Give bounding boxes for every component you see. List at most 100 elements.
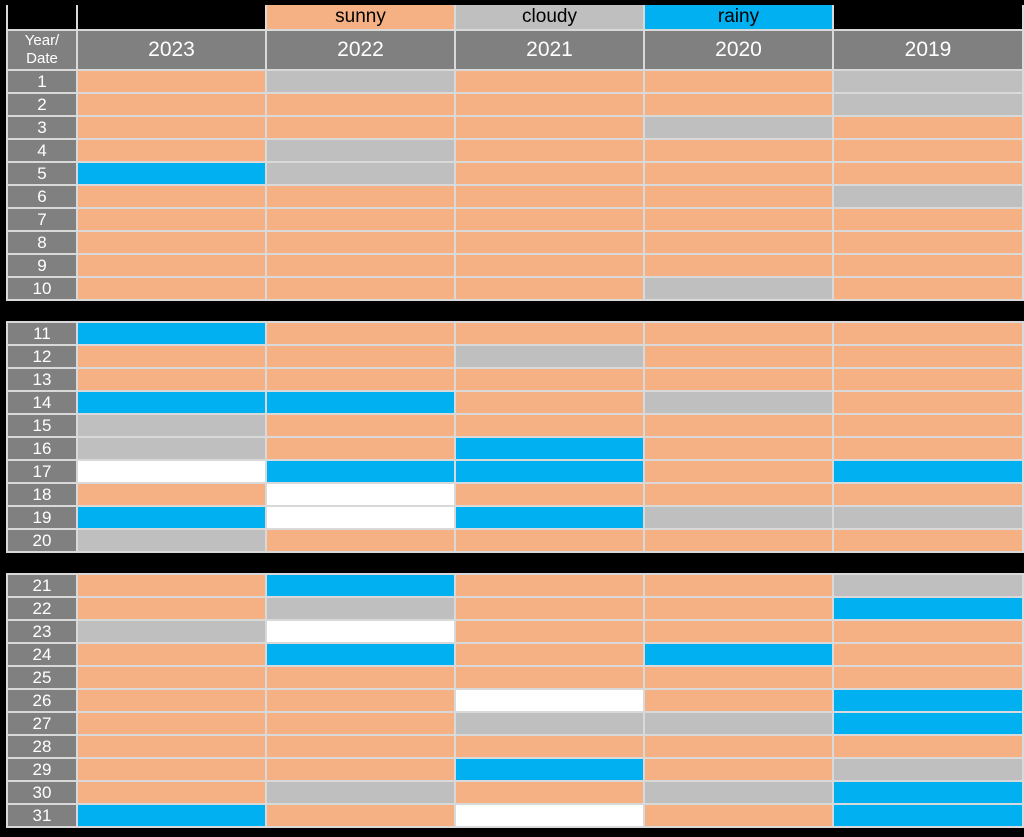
weather-cell-2019-day-19-cloudy [834, 507, 1022, 528]
table-row-day-4: 4 [8, 140, 1022, 161]
weather-cell-2022-day-20-sunny [267, 530, 454, 551]
weather-cell-2019-day-7-sunny [834, 209, 1022, 230]
weather-cell-2022-day-26-sunny [267, 690, 454, 711]
weather-cell-2021-day-29-rainy [456, 759, 643, 780]
weather-cell-2021-day-4-sunny [456, 140, 643, 161]
weather-cell-2021-day-20-sunny [456, 530, 643, 551]
legend-row: sunny cloudy rainy [8, 5, 1022, 29]
weather-cell-2019-day-24-sunny [834, 644, 1022, 665]
weather-cell-2021-day-15-sunny [456, 415, 643, 436]
weather-cell-2023-day-3-sunny [78, 117, 265, 138]
weather-cell-2022-day-17-rainy [267, 461, 454, 482]
table-middle: 11 12 13 14 15 16 17 18 19 20 [6, 321, 1024, 553]
weather-cell-2022-day-25-sunny [267, 667, 454, 688]
date-cell-2: 2 [8, 94, 76, 115]
table-section-days-21-31: 21 22 23 24 25 26 27 28 29 30 31 [6, 573, 1024, 828]
weather-cell-2023-day-12-sunny [78, 346, 265, 367]
weather-cell-2022-day-13-sunny [267, 369, 454, 390]
weather-cell-2022-day-19-blank [267, 507, 454, 528]
table-row-day-5: 5 [8, 163, 1022, 184]
weather-cell-2021-day-26-blank [456, 690, 643, 711]
weather-cell-2022-day-28-sunny [267, 736, 454, 757]
weather-cell-2019-day-29-cloudy [834, 759, 1022, 780]
legend-spacer-2023 [78, 5, 265, 29]
weather-cell-2019-day-18-sunny [834, 484, 1022, 505]
weather-cell-2019-day-23-sunny [834, 621, 1022, 642]
weather-cell-2019-day-1-cloudy [834, 71, 1022, 92]
weather-cell-2021-day-3-sunny [456, 117, 643, 138]
weather-cell-2021-day-5-sunny [456, 163, 643, 184]
date-cell-12: 12 [8, 346, 76, 367]
table-row-day-27: 27 [8, 713, 1022, 734]
table-row-day-9: 9 [8, 255, 1022, 276]
weather-cell-2020-day-8-sunny [645, 232, 832, 253]
date-cell-21: 21 [8, 575, 76, 596]
table-row-day-17: 17 [8, 461, 1022, 482]
date-cell-29: 29 [8, 759, 76, 780]
weather-cell-2020-day-2-sunny [645, 94, 832, 115]
weather-cell-2023-day-14-rainy [78, 392, 265, 413]
weather-cell-2021-day-12-cloudy [456, 346, 643, 367]
weather-cell-2023-day-24-sunny [78, 644, 265, 665]
weather-cell-2022-day-3-sunny [267, 117, 454, 138]
table-row-day-11: 11 [8, 323, 1022, 344]
weather-cell-2020-day-1-sunny [645, 71, 832, 92]
weather-cell-2019-day-27-rainy [834, 713, 1022, 734]
weather-cell-2022-day-12-sunny [267, 346, 454, 367]
table-bottom: 21 22 23 24 25 26 27 28 29 30 31 [6, 573, 1024, 828]
weather-cell-2023-day-17-blank [78, 461, 265, 482]
weather-cell-2019-day-22-rainy [834, 598, 1022, 619]
weather-cell-2019-day-4-sunny [834, 140, 1022, 161]
weather-cell-2020-day-31-sunny [645, 805, 832, 826]
weather-cell-2022-day-6-sunny [267, 186, 454, 207]
weather-cell-2020-day-21-sunny [645, 575, 832, 596]
weather-cell-2020-day-30-cloudy [645, 782, 832, 803]
weather-cell-2019-day-26-rainy [834, 690, 1022, 711]
corner-header-year-date: Year/ Date [8, 31, 76, 69]
date-cell-5: 5 [8, 163, 76, 184]
weather-cell-2022-day-8-sunny [267, 232, 454, 253]
date-cell-10: 10 [8, 278, 76, 299]
weather-cell-2023-day-18-sunny [78, 484, 265, 505]
weather-cell-2023-day-21-sunny [78, 575, 265, 596]
table-section-days-1-10: sunny cloudy rainy Year/ Date 2023 2022 … [6, 5, 1024, 301]
weather-cell-2019-day-28-sunny [834, 736, 1022, 757]
weather-cell-2022-day-22-cloudy [267, 598, 454, 619]
table-row-day-26: 26 [8, 690, 1022, 711]
table-row-day-10: 10 [8, 278, 1022, 299]
column-header-2019: 2019 [834, 31, 1022, 69]
weather-cell-2020-day-13-sunny [645, 369, 832, 390]
table-row-day-1: 1 [8, 71, 1022, 92]
table-row-day-6: 6 [8, 186, 1022, 207]
table-row-day-24: 24 [8, 644, 1022, 665]
weather-cell-2022-day-18-blank [267, 484, 454, 505]
weather-cell-2022-day-5-cloudy [267, 163, 454, 184]
date-cell-11: 11 [8, 323, 76, 344]
weather-cell-2023-day-13-sunny [78, 369, 265, 390]
weather-cell-2020-day-27-cloudy [645, 713, 832, 734]
weather-cell-2023-day-7-sunny [78, 209, 265, 230]
table-row-day-14: 14 [8, 392, 1022, 413]
date-cell-24: 24 [8, 644, 76, 665]
table-row-day-13: 13 [8, 369, 1022, 390]
weather-cell-2023-day-23-cloudy [78, 621, 265, 642]
table-row-day-3: 3 [8, 117, 1022, 138]
column-header-2021: 2021 [456, 31, 643, 69]
date-cell-16: 16 [8, 438, 76, 459]
weather-cell-2021-day-10-sunny [456, 278, 643, 299]
table-row-day-7: 7 [8, 209, 1022, 230]
weather-cell-2021-day-16-rainy [456, 438, 643, 459]
weather-cell-2021-day-31-blank [456, 805, 643, 826]
weather-cell-2020-day-6-sunny [645, 186, 832, 207]
weather-cell-2019-day-3-sunny [834, 117, 1022, 138]
weather-cell-2023-day-19-rainy [78, 507, 265, 528]
weather-cell-2020-day-17-sunny [645, 461, 832, 482]
weather-cell-2021-day-14-sunny [456, 392, 643, 413]
weather-cell-2021-day-21-sunny [456, 575, 643, 596]
weather-cell-2022-day-11-sunny [267, 323, 454, 344]
weather-cell-2020-day-5-sunny [645, 163, 832, 184]
column-header-2022: 2022 [267, 31, 454, 69]
weather-cell-2022-day-16-sunny [267, 438, 454, 459]
table-row-day-30: 30 [8, 782, 1022, 803]
table-top: sunny cloudy rainy Year/ Date 2023 2022 … [6, 5, 1024, 301]
